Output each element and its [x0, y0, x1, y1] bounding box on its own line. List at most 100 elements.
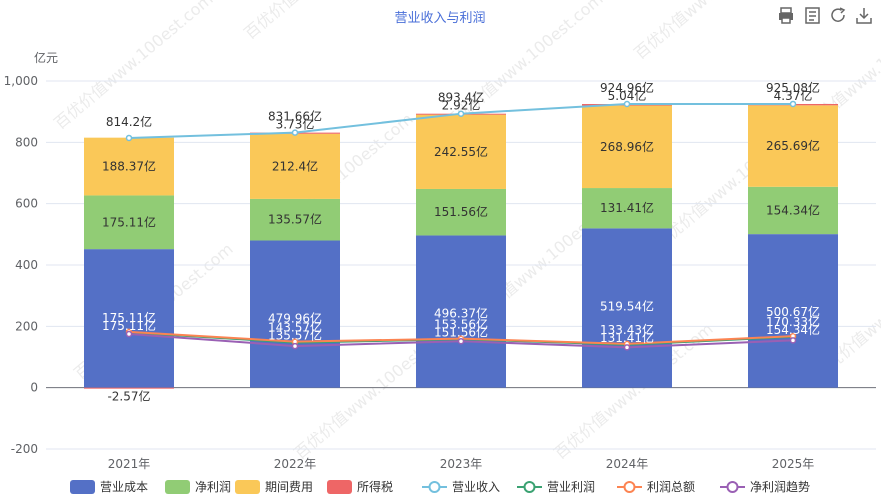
- bar-data-label: 496.37亿: [434, 305, 488, 320]
- bar-data-label: 519.54亿: [600, 298, 654, 313]
- line-data-label: 133.43亿: [600, 322, 654, 337]
- x-tick-label: 2022年: [274, 457, 317, 471]
- line-point[interactable]: [623, 344, 631, 351]
- line-data-label: 151.56亿: [434, 325, 488, 340]
- data-view-icon[interactable]: [805, 7, 820, 24]
- line-data-label: 154.34亿: [766, 322, 820, 337]
- bar-data-label: 154.34亿: [766, 202, 820, 217]
- x-axis: 2021年 2022年 2023年 2024年 2025年: [108, 457, 815, 471]
- legend-label: 营业成本: [100, 480, 148, 494]
- bar-data-label: 131.41亿: [600, 200, 654, 215]
- legend-swatch: [70, 480, 95, 494]
- legend-item[interactable]: 所得税: [327, 479, 393, 494]
- legend-label: 期间费用: [265, 480, 313, 494]
- legend-label: 净利润趋势: [750, 480, 810, 494]
- legend-item[interactable]: 营业收入: [422, 480, 500, 494]
- y-tick-label: 800: [15, 135, 38, 149]
- bar-segment[interactable]: [250, 198, 340, 241]
- bar-segment[interactable]: [582, 188, 672, 229]
- chart-title: 营业收入与利润: [394, 11, 485, 26]
- legend-item[interactable]: 净利润趋势: [720, 480, 810, 494]
- legend-label: 所得税: [357, 479, 393, 494]
- bar-segment[interactable]: [84, 137, 174, 196]
- line-series: [125, 100, 797, 351]
- bar-data-label: 479.96亿: [268, 310, 322, 325]
- line-point[interactable]: [457, 337, 465, 345]
- print-icon[interactable]: [779, 7, 793, 24]
- y-tick-label: -200: [11, 442, 38, 456]
- bar-segment[interactable]: [416, 114, 506, 189]
- bar-segment[interactable]: [250, 133, 340, 199]
- bar-segment[interactable]: [416, 188, 506, 236]
- legend-item[interactable]: 营业利润: [517, 480, 595, 494]
- line-data-label: 831.66亿: [268, 109, 322, 124]
- y-axis-unit: 亿元: [34, 50, 58, 65]
- bar-segment[interactable]: [250, 240, 340, 388]
- bar-segment[interactable]: [748, 105, 838, 187]
- line-point[interactable]: [291, 342, 299, 350]
- legend-swatch: [165, 480, 190, 494]
- legend-marker: [726, 481, 739, 493]
- legend: 营业成本 净利润 期间费用 所得税 营业收入 营业利润 利润总额 净利润趋势: [70, 479, 810, 494]
- toolbar: [779, 7, 872, 24]
- bar-data-label: 212.4亿: [272, 158, 318, 173]
- y-tick-label: 400: [15, 258, 38, 272]
- bar-segment[interactable]: [582, 228, 672, 388]
- line-data-label: 170.33亿: [766, 314, 820, 329]
- bar-segment[interactable]: [748, 234, 838, 388]
- bar-segment[interactable]: [84, 195, 174, 250]
- bar-data-label: 268.96亿: [600, 139, 654, 154]
- bar-data-label: 188.37亿: [102, 159, 156, 174]
- legend-item[interactable]: 营业成本: [70, 480, 148, 494]
- legend-label: 净利润: [195, 480, 231, 494]
- x-tick-label: 2024年: [606, 457, 649, 471]
- bar-data-label: 135.57亿: [268, 212, 322, 227]
- bar-segment[interactable]: [84, 387, 174, 389]
- y-axis: -200 0 200 400 600 800 1,000: [4, 74, 38, 456]
- bar-data-label: 2.92亿: [442, 98, 481, 113]
- legend-label: 营业利润: [547, 480, 595, 494]
- line-point[interactable]: [789, 100, 797, 108]
- watermark-text: 百优价值www.100est.com: [240, 0, 406, 43]
- bar-segment[interactable]: [416, 235, 506, 388]
- bar-segment[interactable]: [84, 249, 174, 388]
- legend-swatch: [327, 480, 352, 494]
- bar-data-label: 151.56亿: [434, 204, 488, 219]
- x-tick-label: 2021年: [108, 457, 151, 471]
- bar-series: [84, 103, 838, 389]
- legend-label: 营业收入: [452, 480, 500, 494]
- bar-data-label: 500.67亿: [766, 304, 820, 319]
- x-tick-label: 2023年: [440, 457, 483, 471]
- x-tick-label: 2025年: [772, 457, 815, 471]
- line-point[interactable]: [457, 110, 465, 117]
- line-data-label: 814.2亿: [106, 114, 152, 129]
- legend-marker: [523, 481, 536, 493]
- line-point[interactable]: [125, 134, 133, 142]
- legend-item[interactable]: 净利润: [165, 480, 231, 494]
- line-point[interactable]: [789, 337, 797, 344]
- refresh-icon[interactable]: [831, 7, 846, 22]
- line-point[interactable]: [623, 100, 631, 108]
- data-labels: 175.11亿 188.37亿 -2.57亿 479.96亿 135.57亿 212.4亿…: [102, 80, 820, 403]
- download-icon[interactable]: [856, 8, 872, 24]
- line-point[interactable]: [125, 330, 133, 338]
- bar-data-label: 265.69亿: [766, 138, 820, 153]
- line-data-label: 175.11亿: [102, 318, 156, 333]
- bar-segment[interactable]: [582, 105, 672, 189]
- bar-data-label: 4.37亿: [774, 88, 813, 103]
- line-data-label: 143.57亿: [268, 320, 322, 335]
- y-tick-label: 600: [15, 197, 38, 211]
- legend-item[interactable]: 利润总额: [617, 480, 695, 494]
- bar-data-label: 5.04亿: [608, 88, 647, 103]
- legend-marker: [623, 481, 636, 493]
- watermark-text: 百优价值www.100est.com: [630, 0, 796, 63]
- y-tick-label: 200: [15, 319, 38, 333]
- bar-segment[interactable]: [748, 186, 838, 235]
- line-data-label: 153.56亿: [434, 317, 488, 332]
- bar-data-label: -2.57亿: [107, 388, 150, 403]
- line-data-label: 175.11亿: [102, 310, 156, 325]
- legend-marker: [428, 481, 441, 493]
- line-point[interactable]: [291, 129, 299, 136]
- legend-item[interactable]: 期间费用: [235, 480, 313, 494]
- y-tick-label: 1,000: [4, 74, 38, 88]
